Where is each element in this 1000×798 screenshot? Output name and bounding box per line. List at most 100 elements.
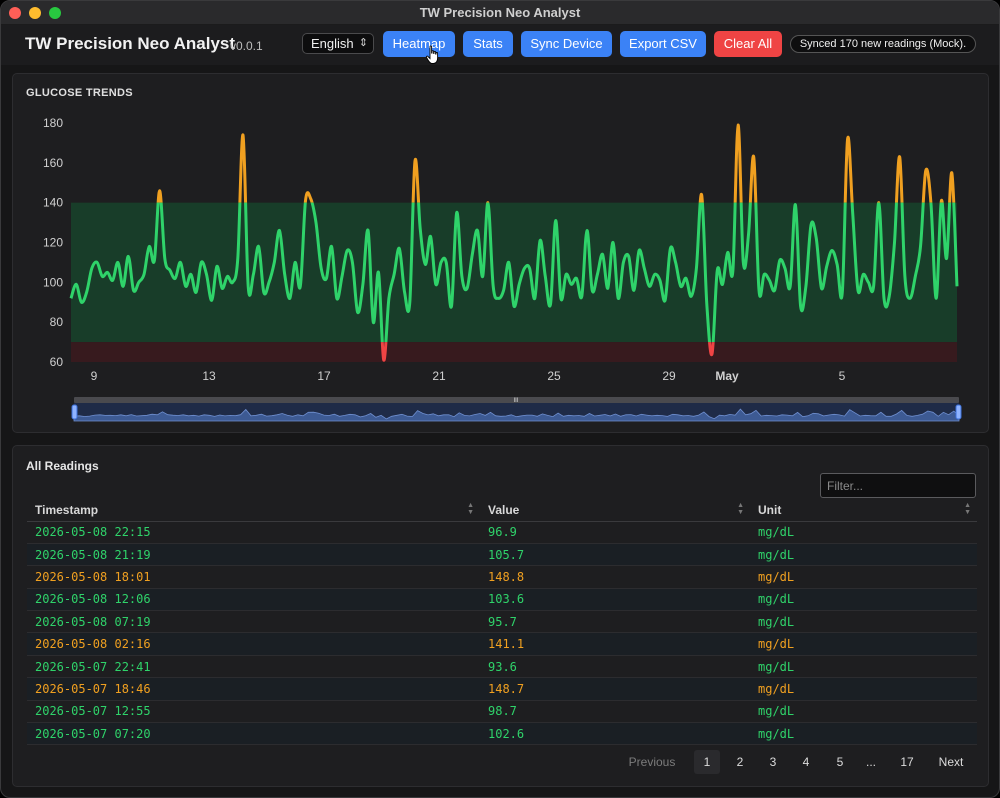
page-button-2[interactable]: 2: [736, 755, 744, 769]
page-button-3[interactable]: 3: [769, 755, 777, 769]
page-button-17[interactable]: 17: [900, 755, 914, 769]
timestamp-cell: 2026-05-07 12:55: [27, 700, 480, 724]
y-tick-label: 60: [50, 355, 64, 369]
stats-button[interactable]: Stats: [463, 31, 513, 57]
export-csv-button[interactable]: Export CSV: [620, 31, 706, 57]
low-range-band: [71, 342, 957, 362]
timestamp-cell: 2026-05-07 18:46: [27, 677, 480, 701]
x-tick-label: 13: [202, 369, 216, 383]
page-button-1[interactable]: 1: [694, 750, 720, 774]
table-row[interactable]: 2026-05-07 22:41 93.6 mg/dL: [27, 655, 977, 679]
unit-cell: mg/dL: [750, 632, 977, 656]
value-cell: 148.7: [480, 677, 750, 701]
table-row[interactable]: 2026-05-07 12:55 98.7 mg/dL: [27, 700, 977, 724]
column-header-label: Timestamp: [35, 502, 99, 517]
page-ellipsis: ...: [865, 755, 876, 769]
timestamp-cell: 2026-05-07 22:41: [27, 655, 480, 679]
column-header-label: Unit: [758, 502, 782, 517]
y-tick-label: 100: [43, 275, 63, 289]
x-tick-label: 25: [547, 369, 561, 383]
timestamp-cell: 2026-05-08 02:16: [27, 632, 480, 656]
y-tick-label: 160: [43, 156, 63, 170]
navigator-left-handle[interactable]: [71, 404, 78, 420]
table-row[interactable]: 2026-05-08 02:16 141.1 mg/dL: [27, 632, 977, 656]
column-header-timestamp[interactable]: Timestamp ▲ ▼: [27, 499, 480, 522]
language-select[interactable]: English ⇕: [302, 33, 374, 54]
previous-page-button[interactable]: Previous: [628, 755, 676, 769]
navigator-right-handle[interactable]: [955, 404, 962, 420]
table-row[interactable]: 2026-05-07 07:20 102.6 mg/dL: [27, 722, 977, 746]
table-row[interactable]: 2026-05-08 07:19 95.7 mg/dL: [27, 610, 977, 634]
table-row[interactable]: 2026-05-08 18:01 148.8 mg/dL: [27, 565, 977, 589]
timestamp-cell: 2026-05-07 07:20: [27, 722, 480, 746]
value-cell: 148.8: [480, 565, 750, 589]
app-version: v0.0.1: [230, 39, 263, 53]
chart-title: GLUCOSE TRENDS: [26, 87, 133, 99]
filter-input[interactable]: [820, 473, 976, 498]
y-tick-label: 140: [43, 196, 63, 210]
sort-icon: ▲ ▼: [467, 502, 474, 516]
column-header-label: Value: [488, 502, 520, 517]
sync-status-badge: Synced 170 new readings (Mock).: [790, 35, 976, 53]
timestamp-cell: 2026-05-08 12:06: [27, 588, 480, 612]
column-header-unit[interactable]: Unit ▲ ▼: [750, 499, 977, 522]
value-cell: 102.6: [480, 722, 750, 746]
readings-panel: All Readings Timestamp ▲▼ Value ▲▼ Unit …: [12, 445, 989, 787]
value-cell: 103.6: [480, 588, 750, 612]
navigator-grip-icon: III: [513, 398, 518, 404]
value-cell: 141.1: [480, 632, 750, 656]
maximize-window-button[interactable]: [49, 7, 61, 19]
value-cell: 98.7: [480, 700, 750, 724]
clear-all-button[interactable]: Clear All: [714, 31, 782, 57]
heatmap-button[interactable]: Heatmap: [383, 31, 455, 57]
page-button-4[interactable]: 4: [802, 755, 810, 769]
table-row[interactable]: 2026-05-08 12:06 103.6 mg/dL: [27, 588, 977, 612]
timestamp-cell: 2026-05-08 22:15: [27, 521, 480, 544]
minimize-window-button[interactable]: [29, 7, 41, 19]
table-row[interactable]: 2026-05-08 22:15 96.9 mg/dL: [27, 521, 977, 544]
window-titlebar: TW Precision Neo Analyst: [1, 1, 999, 25]
table-row[interactable]: 2026-05-07 18:46 148.7 mg/dL: [27, 677, 977, 701]
unit-cell: mg/dL: [750, 543, 977, 567]
y-tick-label: 120: [43, 236, 63, 250]
x-tick-label: 5: [839, 369, 846, 383]
unit-cell: mg/dL: [750, 521, 977, 544]
x-tick-label: 17: [317, 369, 331, 383]
readings-title: All Readings: [26, 459, 99, 473]
value-cell: 95.7: [480, 610, 750, 634]
unit-cell: mg/dL: [750, 588, 977, 612]
language-value: English: [311, 36, 354, 51]
page-button-5[interactable]: 5: [836, 755, 844, 769]
navigator-series: [73, 408, 960, 422]
chevron-updown-icon: ⇕: [358, 37, 368, 49]
y-tick-label: 180: [43, 116, 63, 130]
glucose-trend-chart[interactable]: 60 80 100 120 140 160 180 9 13 17 21 25 29 May 5 III: [13, 74, 990, 434]
table-row[interactable]: 2026-05-08 21:19 105.7 mg/dL: [27, 543, 977, 567]
app-header: TW Precision Neo Analyst v0.0.1 English …: [1, 25, 999, 65]
readings-table: Timestamp ▲ ▼ Value ▲ ▼ Unit ▲ ▼ 2026-05-08…: [27, 499, 977, 746]
x-tick-label: 9: [91, 369, 98, 383]
close-window-button[interactable]: [9, 7, 21, 19]
value-cell: 93.6: [480, 655, 750, 679]
unit-cell: mg/dL: [750, 700, 977, 724]
value-cell: 96.9: [480, 521, 750, 544]
unit-cell: mg/dL: [750, 565, 977, 589]
unit-cell: mg/dL: [750, 655, 977, 679]
column-header-value[interactable]: Value ▲ ▼: [480, 499, 750, 522]
timestamp-cell: 2026-05-08 21:19: [27, 543, 480, 567]
timestamp-cell: 2026-05-08 07:19: [27, 610, 480, 634]
in-range-segment-line: [69, 202, 959, 343]
glucose-trends-panel: GLUCOSE TRENDS 60 80 100 120 140 160 180 9 13 17 2…: [12, 73, 989, 433]
sync-device-button[interactable]: Sync Device: [521, 31, 612, 57]
x-tick-label: 21: [432, 369, 446, 383]
window-title: TW Precision Neo Analyst: [419, 5, 581, 20]
table-header-row: Timestamp ▲ ▼ Value ▲ ▼ Unit ▲ ▼: [27, 499, 977, 522]
sort-icon: ▲ ▼: [737, 502, 744, 516]
hand-cursor-icon: [425, 45, 439, 64]
timestamp-cell: 2026-05-08 18:01: [27, 565, 480, 589]
unit-cell: mg/dL: [750, 722, 977, 746]
next-page-button[interactable]: Next: [938, 755, 964, 769]
x-tick-label: May: [715, 369, 739, 383]
unit-cell: mg/dL: [750, 610, 977, 634]
